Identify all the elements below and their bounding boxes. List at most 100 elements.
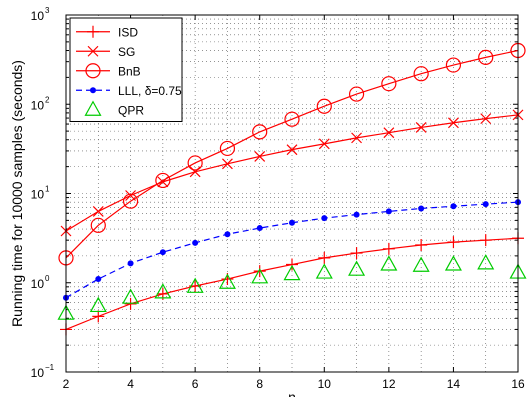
- point-circle: [252, 124, 268, 140]
- point-circle: [478, 49, 494, 65]
- y-tick-base: 10: [31, 9, 45, 23]
- point-x: [448, 117, 459, 129]
- series-sg: [60, 109, 524, 237]
- point-triangle: [84, 100, 102, 116]
- series-line: [65, 201, 519, 299]
- y-tick-label: 10: [31, 9, 45, 23]
- point-plus: [415, 238, 428, 251]
- y-axis-label: Running time for 10000 samples (seconds): [9, 60, 25, 327]
- point-circle: [122, 193, 139, 209]
- x-axis-label: n: [288, 389, 296, 397]
- x-tick-label: 2: [63, 377, 70, 391]
- y-tick-base: 10: [31, 98, 45, 112]
- point-dot: [192, 239, 199, 246]
- plot-frame: [65, 14, 519, 373]
- point-circle: [219, 140, 236, 157]
- point-dot: [90, 87, 96, 94]
- legend-item: SG: [76, 45, 135, 59]
- y-tick-base: 10: [31, 188, 45, 202]
- point-plus: [253, 265, 266, 278]
- point-dot: [321, 215, 328, 222]
- point-plus: [382, 242, 395, 255]
- point-circle: [381, 76, 397, 92]
- x-tick-label: 4: [127, 377, 134, 391]
- point-triangle: [218, 273, 236, 289]
- point-circle: [445, 57, 462, 73]
- point-dot: [418, 205, 425, 212]
- point-triangle: [122, 288, 140, 304]
- x-tick-label: 12: [382, 377, 396, 391]
- y-tick-label: 10: [31, 277, 45, 291]
- point-circle: [187, 155, 203, 171]
- legend-label: SG: [118, 45, 135, 59]
- legend-box: [69, 17, 183, 122]
- point-dot: [127, 260, 134, 267]
- legend-item: ISD: [76, 25, 138, 39]
- grid: [66, 15, 518, 372]
- y-tick-label: 10: [31, 188, 45, 202]
- legend-label: BnB: [118, 64, 141, 78]
- point-triangle: [444, 255, 462, 271]
- series-bnb: [58, 42, 526, 266]
- point-dot: [159, 249, 166, 256]
- y-tick-exponent: 3: [45, 6, 50, 15]
- point-triangle: [89, 296, 107, 313]
- legend-item: QPR: [84, 100, 144, 117]
- point-x: [351, 132, 362, 144]
- point-x: [87, 45, 99, 57]
- point-circle: [90, 217, 106, 233]
- point-dot: [256, 225, 263, 232]
- point-circle: [316, 98, 332, 114]
- point-triangle: [412, 256, 430, 272]
- point-triangle: [251, 268, 269, 284]
- series-qpr: [57, 254, 527, 320]
- point-plus: [286, 258, 298, 271]
- point-triangle: [154, 283, 172, 299]
- point-dot: [95, 276, 102, 283]
- legend-item: BnB: [76, 63, 141, 79]
- point-dot: [450, 203, 457, 210]
- x-tick-label: 8: [256, 377, 263, 391]
- point-dot: [289, 219, 295, 226]
- point-triangle: [186, 277, 204, 293]
- point-dot: [224, 231, 231, 238]
- series-line: [65, 49, 519, 259]
- y-tick-label: 10: [31, 98, 45, 112]
- point-circle: [85, 63, 101, 79]
- point-x: [480, 113, 492, 125]
- point-plus: [479, 234, 492, 247]
- y-tick-exponent: 1: [45, 185, 50, 194]
- y-tick-exponent: −1: [45, 363, 55, 372]
- y-tick-base: 10: [31, 277, 45, 291]
- point-x: [383, 127, 395, 139]
- point-x: [222, 158, 233, 170]
- point-circle: [284, 111, 300, 127]
- legend-label: LLL, δ=0.75: [118, 84, 182, 98]
- x-tick-label: 10: [318, 377, 332, 391]
- series-lll: [63, 199, 521, 301]
- point-dot: [353, 211, 360, 218]
- point-x: [92, 205, 104, 217]
- point-triangle: [477, 254, 495, 270]
- point-dot: [385, 208, 392, 215]
- x-tick-label: 16: [511, 377, 525, 391]
- legend-label: QPR: [118, 103, 144, 117]
- point-x: [415, 121, 427, 133]
- series-isd: [60, 232, 524, 336]
- point-plus: [350, 247, 363, 260]
- point-x: [254, 151, 266, 162]
- point-triangle: [380, 255, 398, 271]
- y-tick-base: 10: [31, 366, 45, 380]
- point-circle: [413, 66, 429, 82]
- legend-label: ISD: [118, 25, 138, 39]
- point-x: [318, 138, 330, 150]
- point-circle: [348, 86, 365, 102]
- legend-item: LLL, δ=0.75: [76, 84, 182, 98]
- point-triangle: [283, 264, 301, 281]
- point-x: [286, 144, 298, 156]
- point-triangle: [315, 263, 333, 279]
- x-tick-label: 6: [192, 377, 199, 391]
- point-dot: [482, 201, 489, 208]
- series-layer: [57, 42, 527, 336]
